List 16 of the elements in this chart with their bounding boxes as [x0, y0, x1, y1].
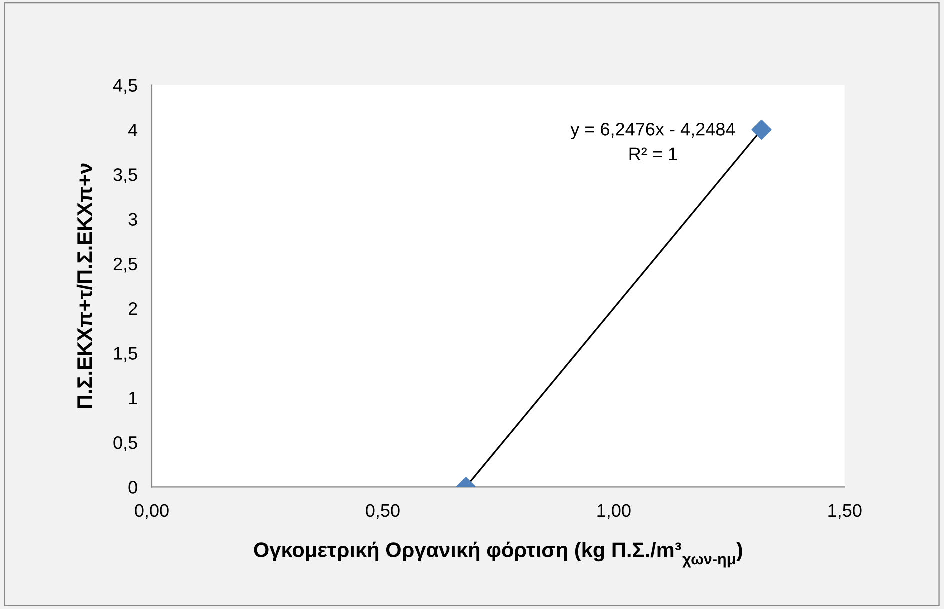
y-tick-label: 3,5	[114, 168, 138, 184]
y-tick-label: 4	[128, 124, 138, 136]
y-tick-label: 3	[128, 213, 138, 226]
x-tick-label: 0,00	[135, 504, 169, 520]
y-tick-label: 0,5	[114, 436, 138, 452]
x-tick-label: 1,00	[598, 504, 631, 520]
y-tick-label: 1	[129, 392, 138, 404]
annotation: y = 6,2476x - 4,2484 R² = 1	[570, 123, 736, 160]
x-tick-label: 1,50	[828, 504, 862, 520]
y-tick-label: 2	[128, 302, 138, 316]
y-axis-title: Π.Σ.ΕΚΧπ+τ/Π.Σ.ΕΚΧπ+ν	[76, 164, 92, 408]
x-tick-label: 0,50	[366, 504, 400, 520]
y-tick-label: 4,5	[113, 79, 138, 94]
y-tick-label: 1,5	[114, 347, 138, 362]
y-tick-label: 0	[128, 481, 138, 494]
y-tick-label: 2,5	[114, 258, 138, 273]
